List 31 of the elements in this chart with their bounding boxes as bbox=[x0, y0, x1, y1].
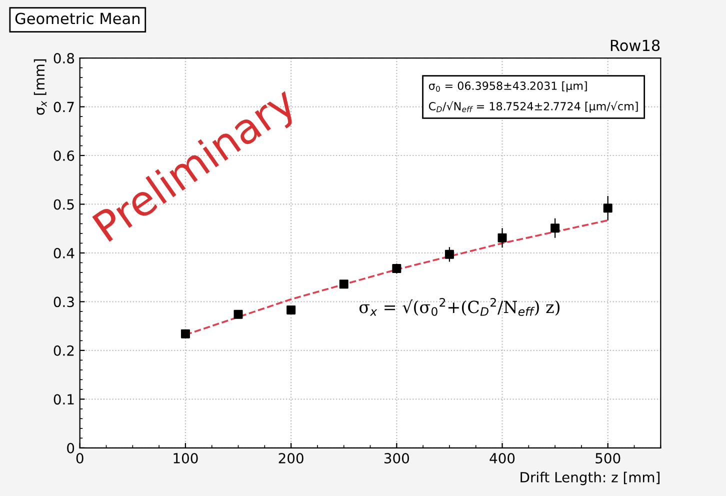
chart-title: Geometric Mean bbox=[15, 12, 140, 24]
y-axis-title: σ$_{x}$ [mm] bbox=[34, 59, 47, 115]
y-tick-label: 0.5 bbox=[54, 199, 74, 210]
annotation: C$_{D}$/√N$_{eff}$ = 18.7524±2.7724 [μm/√cm] bbox=[428, 101, 638, 113]
y-tick-label: 0.7 bbox=[54, 102, 74, 112]
point bbox=[498, 233, 507, 242]
x-axis-title: Drift Length: z [mm] bbox=[520, 472, 660, 486]
annotation: σ$_{0}$ = 06.3958±43.2031 [μm] bbox=[428, 81, 587, 92]
point bbox=[180, 329, 190, 338]
point bbox=[234, 310, 243, 319]
point bbox=[392, 264, 402, 274]
chart-subtitle: Row18 bbox=[610, 40, 660, 52]
x-tick-label: 100 bbox=[174, 452, 198, 464]
x-tick-label: 400 bbox=[490, 452, 515, 464]
y-tick-label: 0.8 bbox=[54, 53, 74, 64]
x-tick-label: 300 bbox=[384, 452, 409, 464]
point bbox=[339, 280, 348, 289]
x-tick-label: 500 bbox=[596, 452, 620, 464]
point bbox=[286, 305, 296, 314]
y-tick-label: 0.3 bbox=[54, 296, 74, 308]
y-tick-label: 0.2 bbox=[54, 345, 74, 356]
y-tick-label: 0.4 bbox=[54, 248, 74, 258]
point bbox=[550, 224, 560, 233]
x-tick-label: 200 bbox=[278, 452, 304, 464]
x-tick-label: 0 bbox=[76, 452, 84, 464]
text: σ$_{x}$ = √(σ$_{0}$$^{2}$+(C$_{D}$$^{2}$/N$_{eff}$) z) bbox=[359, 298, 560, 316]
point bbox=[444, 250, 454, 259]
y-tick-label: 0.1 bbox=[54, 394, 74, 405]
y-tick-label: 0.6 bbox=[54, 150, 74, 161]
point bbox=[603, 204, 612, 213]
y-tick-label: 0 bbox=[67, 442, 74, 454]
